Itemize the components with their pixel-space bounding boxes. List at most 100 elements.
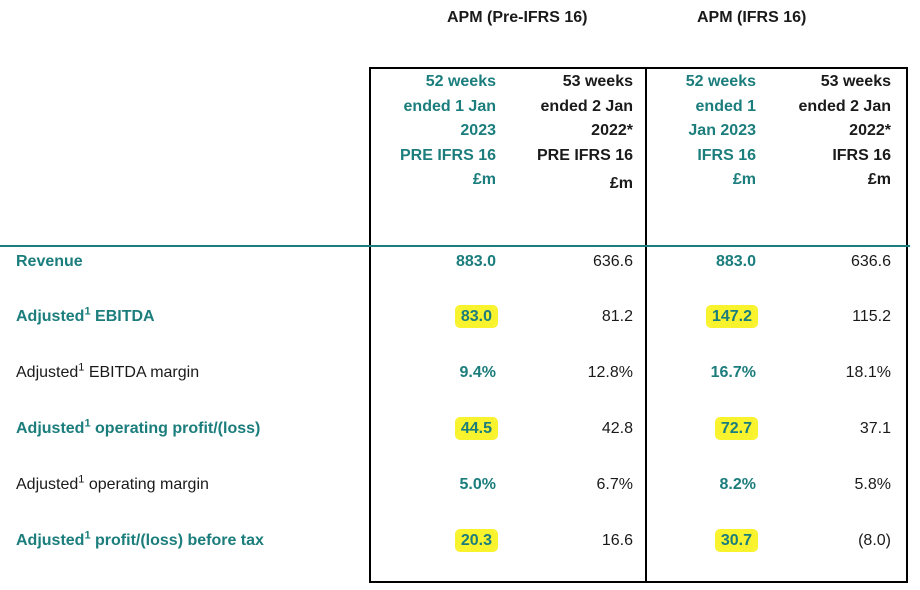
col-header-line: IFRS 16 xyxy=(697,146,756,164)
row-label-revenue: Revenue xyxy=(16,253,83,271)
cell: 5.8% xyxy=(767,476,891,494)
border-left xyxy=(369,67,371,583)
row-label-adjusted-operating-profit: Adjusted1 operating profit/(loss) xyxy=(16,417,261,438)
col-header-line: £m xyxy=(732,171,756,188)
row-label-adjusted-profit-before-tax: Adjusted1 profit/(loss) before tax xyxy=(16,529,264,550)
col-header-line: 53 weeks xyxy=(820,73,891,90)
footnote-marker: 1 xyxy=(78,361,85,374)
cell: 147.2 xyxy=(632,307,756,326)
cell-value: 5.8% xyxy=(854,476,891,493)
cell-value: 16.7% xyxy=(710,364,756,381)
cell-value: 16.6 xyxy=(601,532,633,549)
col-header-line: 2023 xyxy=(460,122,496,139)
footnote-marker: 1 xyxy=(84,529,91,542)
table-bottom-border xyxy=(369,581,908,583)
row-label-text: Adjusted xyxy=(16,420,85,437)
cell: 30.7 xyxy=(632,531,756,550)
col-header-line: £m xyxy=(472,171,496,188)
cell-value: 883.0 xyxy=(455,253,496,270)
cell-value: 6.7% xyxy=(596,476,633,493)
cell: 16.7% xyxy=(632,364,756,382)
row-label-text: Adjusted xyxy=(16,308,85,325)
footnote-marker: 1 xyxy=(78,473,85,486)
cell: 636.6 xyxy=(509,253,633,271)
cell: 16.6 xyxy=(509,532,633,550)
row-label-adjusted-operating-margin: Adjusted1 operating margin xyxy=(16,473,209,494)
group-header-ifrs16: APM (IFRS 16) xyxy=(697,9,807,26)
header-divider xyxy=(0,245,910,247)
row-label-text: operating profit/(loss) xyxy=(90,420,261,437)
row-label-text: profit/(loss) before tax xyxy=(90,532,264,549)
highlighted-value: 30.7 xyxy=(716,531,756,550)
highlighted-value: 44.5 xyxy=(456,419,496,438)
group-header-pre-ifrs16: APM (Pre-IFRS 16) xyxy=(447,9,588,26)
cell: 20.3 xyxy=(372,531,496,550)
cell: 37.1 xyxy=(767,420,891,438)
row-label-text: EBITDA margin xyxy=(84,364,200,381)
cell-value: 37.1 xyxy=(859,420,891,437)
cell: 81.2 xyxy=(509,308,633,326)
col-header-unit: £m xyxy=(609,175,633,192)
row-label-text: Adjusted xyxy=(16,532,85,549)
border-right xyxy=(906,67,908,583)
col-header-line: 53 weeks xyxy=(562,73,633,90)
highlighted-value: 83.0 xyxy=(456,307,496,326)
cell: 9.4% xyxy=(372,364,496,382)
cell: 883.0 xyxy=(372,253,496,271)
col-header-line: 52 weeks xyxy=(685,73,756,90)
col-header-line: PRE IFRS 16 xyxy=(536,146,633,164)
col-header-line: Jan 2023 xyxy=(688,122,756,139)
cell-value: 18.1% xyxy=(845,364,891,381)
col-header-line: IFRS 16 xyxy=(832,146,891,164)
highlighted-value: 147.2 xyxy=(707,307,756,326)
footnote-marker: 1 xyxy=(84,417,91,430)
cell: 44.5 xyxy=(372,419,496,438)
cell-value: 9.4% xyxy=(459,364,496,381)
cell-value: (8.0) xyxy=(858,532,891,549)
col-header-line: 2022* xyxy=(849,122,891,139)
row-label-adjusted-ebitda: Adjusted1 EBITDA xyxy=(16,305,155,326)
footnote-marker: 1 xyxy=(84,305,91,318)
col-header-2: 53 weeks ended 2 Jan 2022* PRE IFRS 16 £… xyxy=(509,70,633,197)
cell: 6.7% xyxy=(509,476,633,494)
cell: (8.0) xyxy=(767,532,891,550)
cell-value: 42.8 xyxy=(601,420,633,437)
cell: 83.0 xyxy=(372,307,496,326)
cell: 12.8% xyxy=(509,364,633,382)
cell: 72.7 xyxy=(632,419,756,438)
cell: 883.0 xyxy=(632,253,756,271)
border-middle xyxy=(645,67,647,583)
cell-value: 12.8% xyxy=(587,364,633,381)
col-header-line: ended 1 xyxy=(695,97,756,115)
col-header-line: ended 2 Jan xyxy=(540,97,633,115)
cell-value: 8.2% xyxy=(719,476,756,493)
cell: 8.2% xyxy=(632,476,756,494)
cell-value: 81.2 xyxy=(601,308,633,325)
highlighted-value: 20.3 xyxy=(456,531,496,550)
col-header-line: 2022* xyxy=(591,122,633,139)
col-header-3: 52 weeks ended 1 Jan 2023 IFRS 16 £m xyxy=(632,70,756,193)
row-label-text: operating margin xyxy=(84,476,209,493)
cell-value: 636.6 xyxy=(850,253,891,270)
cell: 42.8 xyxy=(509,420,633,438)
col-header-line: ended 2 Jan xyxy=(798,97,891,115)
col-header-line: £m xyxy=(867,171,891,188)
cell-value: 883.0 xyxy=(715,253,756,270)
cell-value: 115.2 xyxy=(852,308,891,325)
table-top-border xyxy=(369,67,908,69)
col-header-line: ended 1 Jan xyxy=(403,97,496,115)
row-label-text: Adjusted xyxy=(16,476,79,493)
row-label-text: EBITDA xyxy=(90,308,155,325)
col-header-4: 53 weeks ended 2 Jan 2022* IFRS 16 £m xyxy=(767,70,891,193)
cell: 636.6 xyxy=(767,253,891,271)
col-header-line: PRE IFRS 16 xyxy=(399,146,496,164)
row-label-text: Adjusted xyxy=(16,364,79,381)
col-header-line: 52 weeks xyxy=(425,73,496,90)
row-label-text: Revenue xyxy=(16,253,83,270)
cell-value: 636.6 xyxy=(592,253,633,270)
cell: 18.1% xyxy=(767,364,891,382)
cell: 115.2 xyxy=(767,308,891,326)
cell-value: 5.0% xyxy=(459,476,496,493)
cell: 5.0% xyxy=(372,476,496,494)
col-header-1: 52 weeks ended 1 Jan 2023 PRE IFRS 16 £m xyxy=(372,70,496,193)
